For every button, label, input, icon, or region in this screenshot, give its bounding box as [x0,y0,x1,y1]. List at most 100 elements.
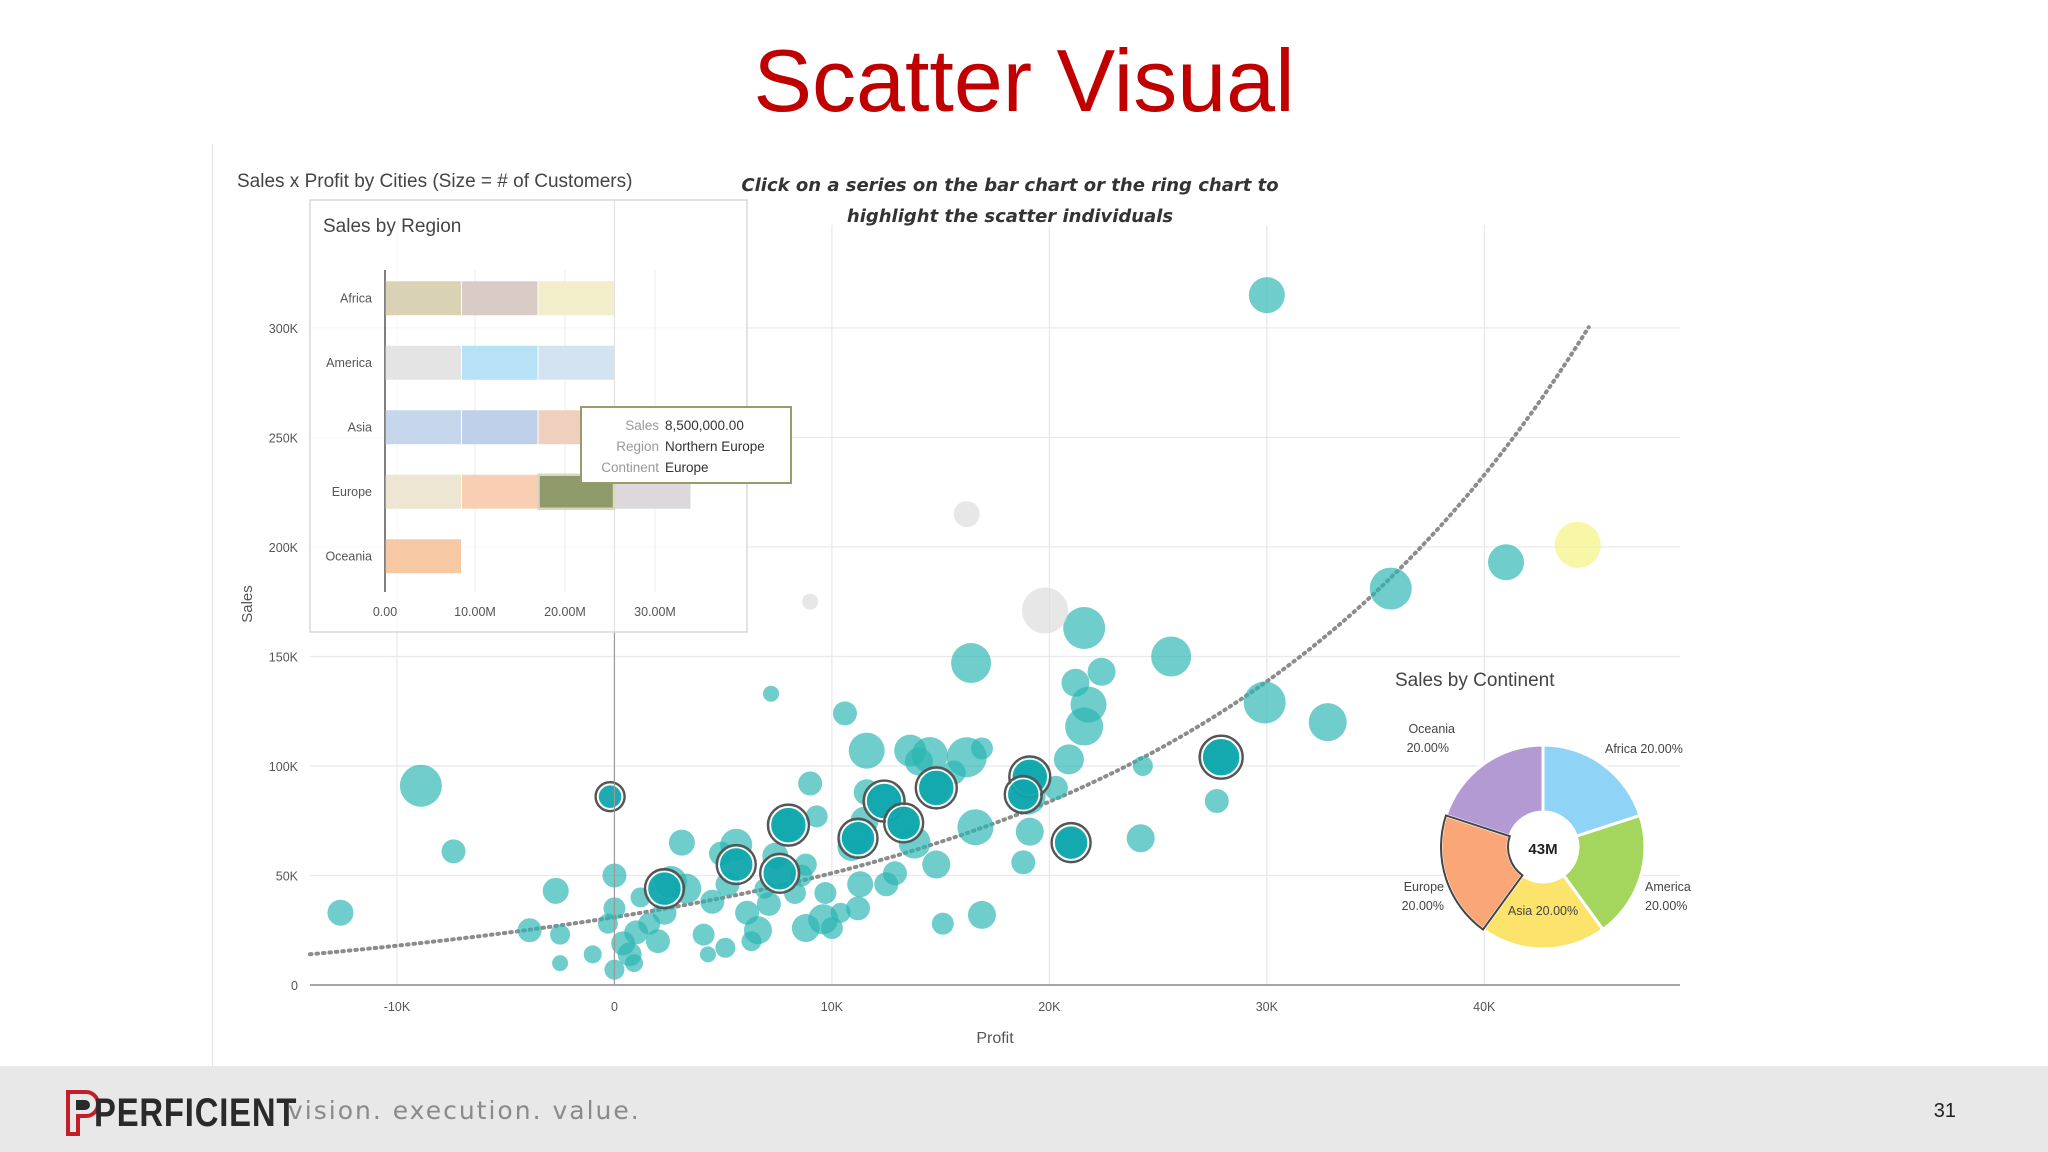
scatter-point[interactable] [846,896,870,921]
scatter-point[interactable] [1369,567,1412,610]
scatter-point[interactable] [1011,850,1036,875]
scatter-point[interactable] [894,734,927,767]
scatter-point[interactable] [1065,707,1104,746]
scatter-point[interactable] [1554,521,1601,568]
scatter-point[interactable] [597,913,618,934]
scatter-point[interactable] [848,732,885,769]
scatter-point[interactable] [668,829,695,856]
scatter-point[interactable] [583,945,602,964]
scatter-point[interactable] [645,929,670,954]
scatter-point[interactable] [820,917,843,940]
ring-hole [1510,814,1576,880]
scatter-point[interactable] [763,685,780,702]
instruction-line-2: highlight the scatter individuals [847,206,1174,227]
y-tick-label: 150K [269,650,299,664]
scatter-point[interactable] [917,769,956,807]
ring-chart-title: Sales by Continent [1395,670,1555,691]
scatter-point[interactable] [718,846,754,883]
ring-slices[interactable]: Africa 20.00% America 20.00% Asia 20.00% Eur… [1402,722,1691,951]
scatter-point[interactable] [951,643,992,684]
scatter-point[interactable] [1063,606,1106,649]
scatter-point[interactable] [798,771,823,796]
scatter-point[interactable] [967,900,996,929]
scatter-point[interactable] [1201,737,1241,777]
scatter-point[interactable] [1087,657,1116,686]
bar-segment[interactable] [385,539,462,574]
scatter-point-outline [643,867,686,910]
scatter-point[interactable] [597,783,623,810]
scatter-point[interactable] [802,593,819,610]
scatter-point[interactable] [761,855,798,892]
scatter-point[interactable] [814,882,837,905]
scatter-point[interactable] [611,931,636,956]
ring-slice[interactable] [1541,743,1642,839]
scatter-point[interactable] [832,701,857,726]
scatter-point[interactable] [1243,681,1286,724]
ring-center-label: 43M [1528,841,1557,858]
bar-segment[interactable] [462,345,538,380]
scatter-point[interactable] [625,954,644,973]
scatter-point[interactable] [874,872,899,897]
ring-slice[interactable] [1444,743,1545,839]
scatter-point[interactable] [550,924,571,945]
bar-x-tick-label: 30.00M [634,605,676,619]
bar-category-label: America [326,356,372,370]
scatter-point[interactable] [957,809,994,846]
bar-segment[interactable] [462,410,538,445]
scatter-points[interactable] [327,277,1601,980]
scatter-point[interactable] [1132,755,1153,776]
scatter-point[interactable] [735,900,760,925]
scatter-point[interactable] [1006,777,1041,812]
scatter-point[interactable] [700,889,725,914]
bar-segment[interactable] [385,474,462,509]
scatter-point[interactable] [791,914,820,943]
bar-category-label: Oceania [325,549,372,563]
ring-slice-label: Europe 20.00% [1402,880,1444,913]
scatter-point[interactable] [805,805,828,828]
bar-segment[interactable] [385,410,462,445]
scatter-point[interactable] [840,820,876,857]
scatter-point[interactable] [715,937,736,958]
scatter-point[interactable] [441,839,466,864]
x-tick-label: 0 [611,1000,618,1014]
bar-segment[interactable] [385,345,462,380]
bar-segment[interactable] [462,281,538,316]
scatter-point[interactable] [885,805,922,841]
scatter-point[interactable] [1015,817,1044,846]
scatter-point[interactable] [1053,824,1089,861]
ring-slice[interactable] [1480,873,1606,951]
footer: PERFICIENT vision. execution. value. 31 [0,1066,2048,1152]
scatter-point[interactable] [1488,544,1525,581]
scatter-point[interactable] [327,899,354,926]
x-tick-label: 30K [1256,1000,1279,1014]
bar-segment[interactable] [385,281,462,316]
scatter-point[interactable] [552,955,569,972]
scatter-point[interactable] [1061,668,1090,697]
scatter-point-outline [1003,774,1043,815]
bar-segment[interactable] [462,474,538,509]
scatter-point[interactable] [1022,587,1069,634]
scatter-point[interactable] [931,912,954,935]
scatter-point[interactable] [1248,277,1285,314]
scatter-point[interactable] [692,923,715,946]
scatter-point[interactable] [399,764,442,807]
scatter-point[interactable] [646,870,683,907]
scatter-point[interactable] [847,871,874,898]
scatter-point[interactable] [830,902,851,923]
scatter-point[interactable] [922,850,951,879]
scatter-ylabel: Sales [239,585,256,623]
scatter-point[interactable] [1053,744,1084,775]
scatter-point[interactable] [1151,636,1192,677]
scatter-point[interactable] [542,877,569,904]
scatter-point[interactable] [699,946,716,963]
scatter-point[interactable] [741,931,762,952]
scatter-point[interactable] [1308,703,1347,742]
bar-segment[interactable] [538,345,615,380]
scatter-point[interactable] [769,806,808,844]
scatter-point-outline [1198,734,1244,780]
scatter-point[interactable] [1126,824,1155,853]
scatter-point[interactable] [953,501,980,528]
bar-segment[interactable] [538,281,615,316]
scatter-point[interactable] [517,918,542,943]
scatter-point[interactable] [1204,789,1229,814]
